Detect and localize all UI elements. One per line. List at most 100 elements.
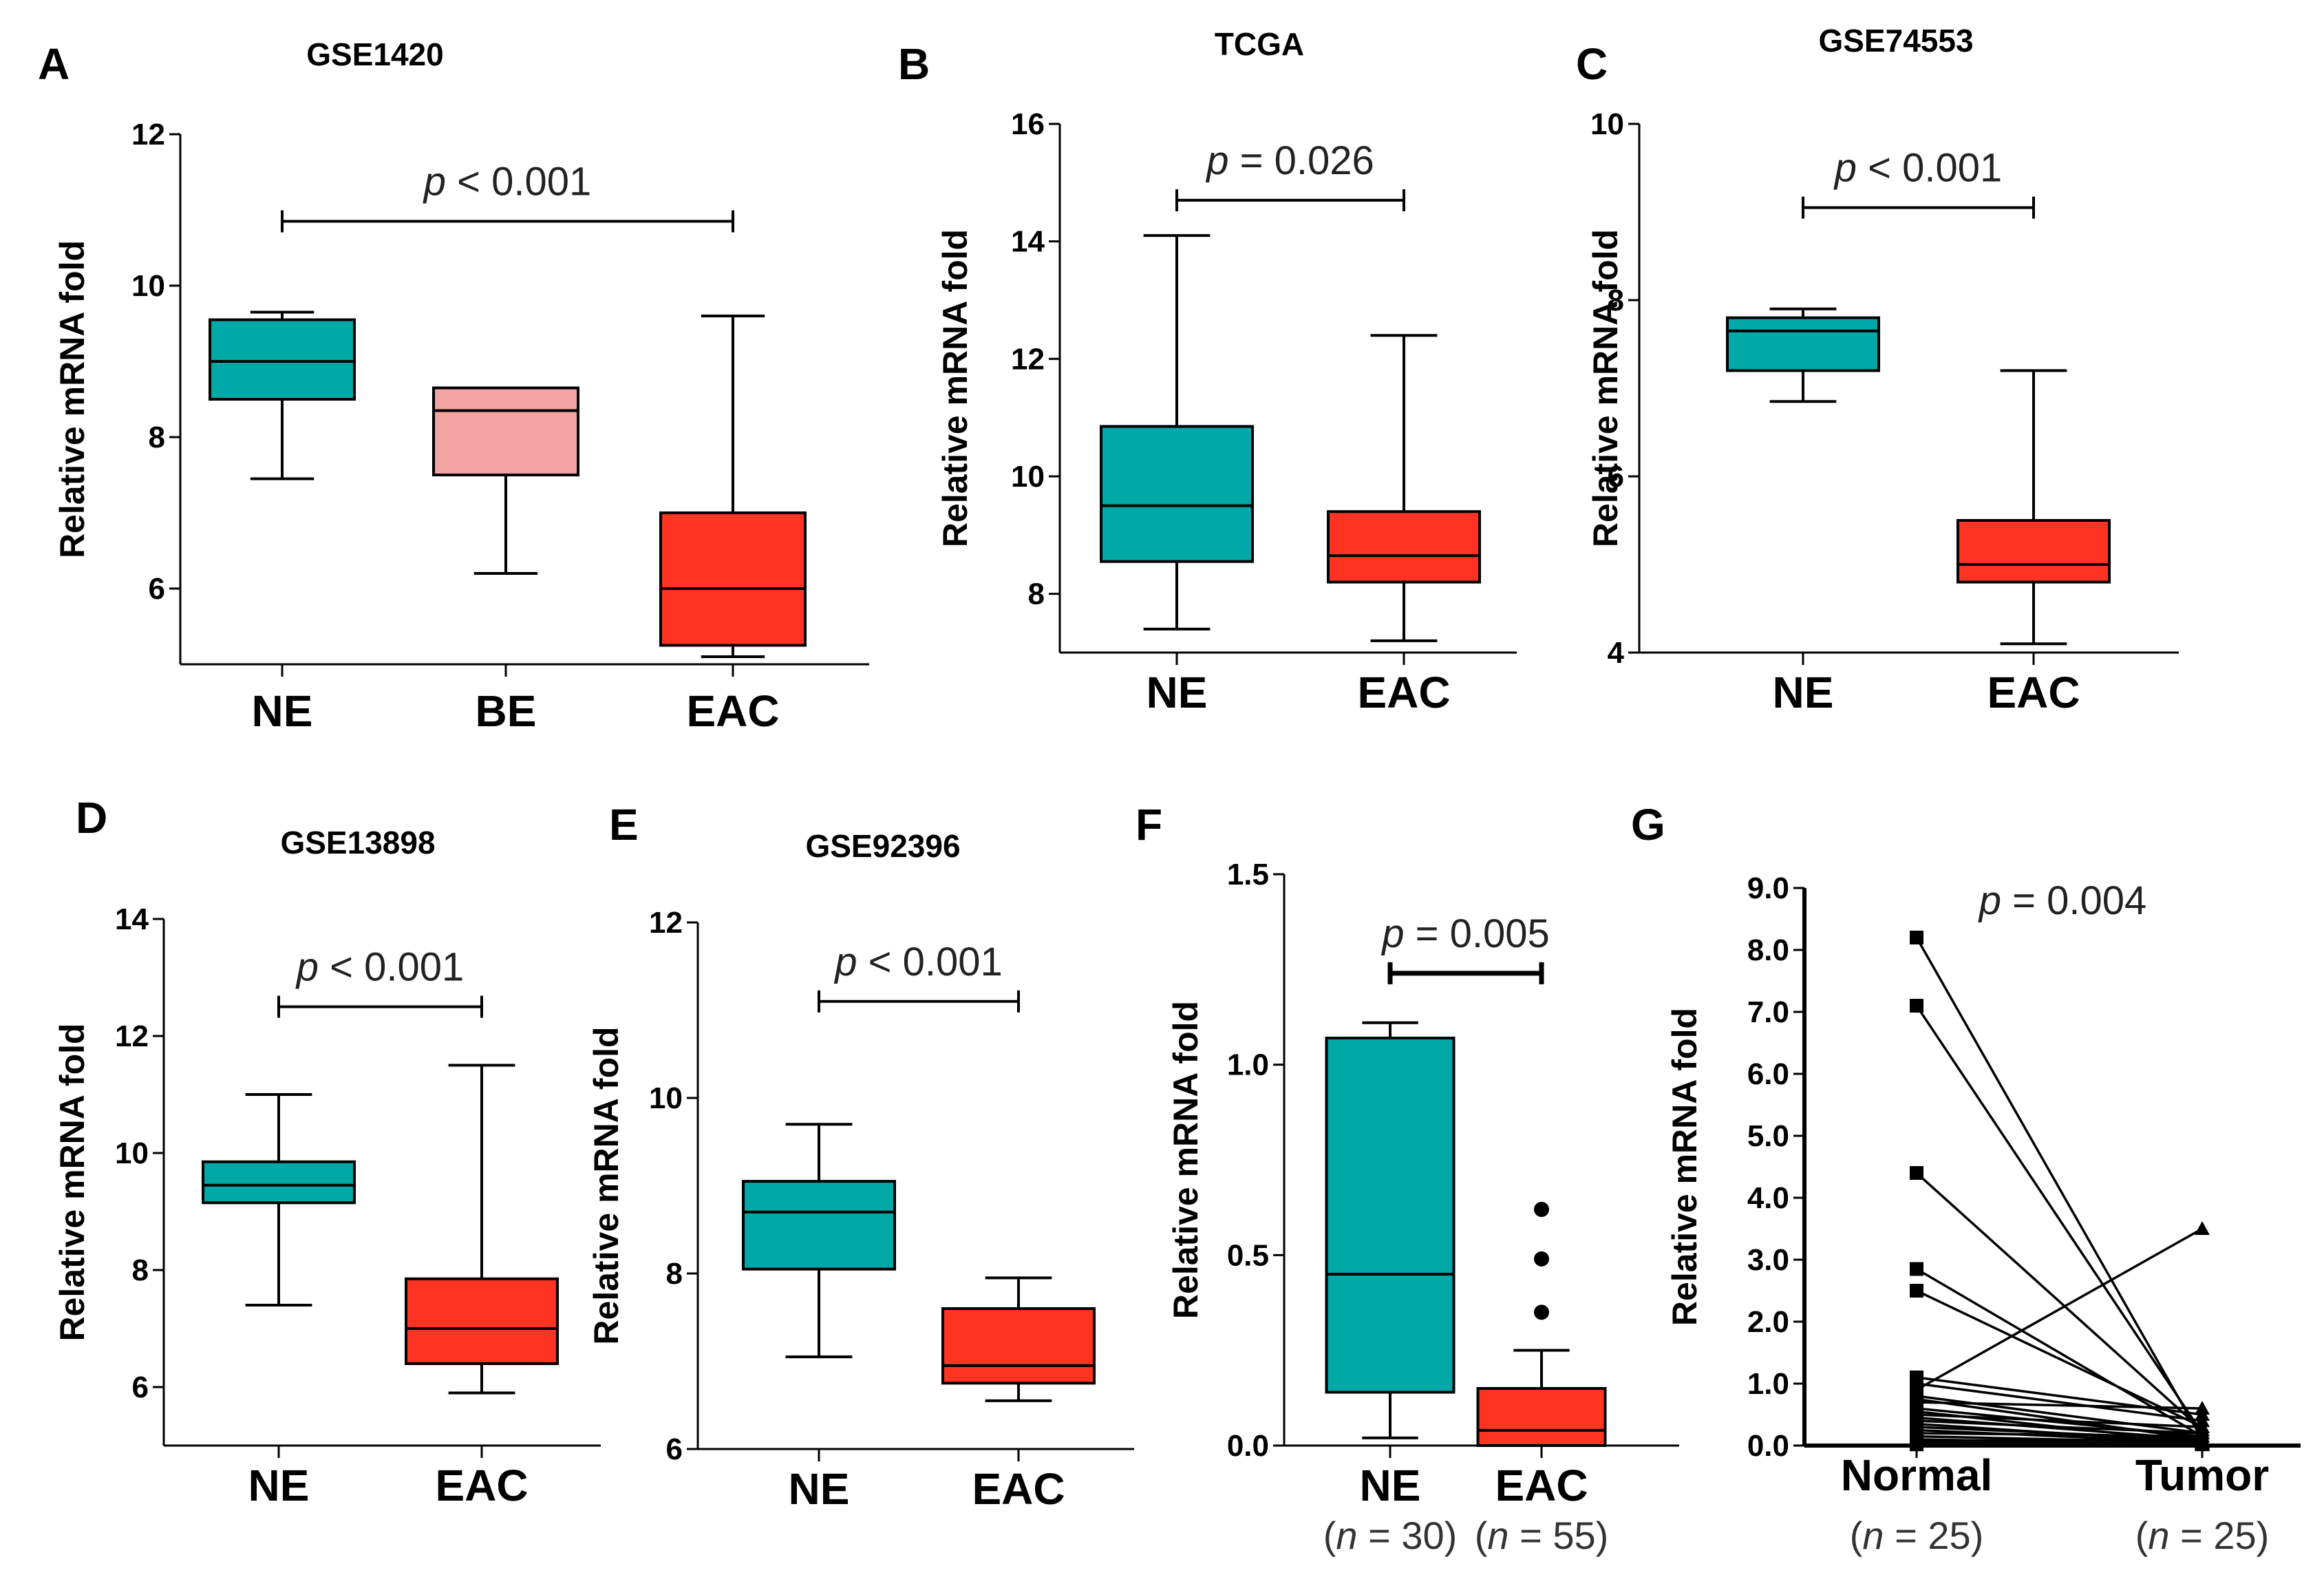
category-label: EAC	[1357, 668, 1450, 717]
y-tick-label: 3.0	[1747, 1243, 1789, 1277]
category-label: Normal	[1841, 1450, 1993, 1500]
pair-line	[1915, 1005, 2204, 1434]
y-tick-label: 6	[666, 1432, 683, 1466]
y-tick-label: 10	[1011, 460, 1045, 494]
category-label: EAC	[1495, 1461, 1588, 1510]
pair-line	[1916, 1426, 2203, 1441]
y-axis-label: Relative mRNA fold	[53, 240, 92, 558]
paired-sample	[1910, 1437, 2210, 1452]
category-label: NE	[1147, 668, 1208, 717]
sample-size-label: (n = 25)	[2135, 1514, 2270, 1557]
y-tick-label: 1.0	[1227, 1048, 1269, 1082]
box-be	[432, 386, 579, 575]
category-label: BE	[476, 686, 537, 736]
category-label: Tumor	[2135, 1450, 2269, 1500]
pair-line	[1916, 1443, 2203, 1446]
y-tick-label: 8	[666, 1257, 683, 1291]
panel-b: B TCGA 8 10 12 14 16 Relative mRNA fold NE EAC p =…	[898, 26, 1517, 717]
pair-line	[1916, 1438, 2203, 1442]
tumor-point	[2195, 1221, 2210, 1235]
tumor-point	[2195, 1401, 2210, 1415]
box-iqr	[1327, 510, 1481, 584]
box-iqr	[1325, 1036, 1456, 1394]
box-ne	[742, 1123, 896, 1359]
y-tick-label: 12	[115, 1019, 149, 1053]
y-tick-label: 1.0	[1747, 1367, 1789, 1401]
panel-label: G	[1631, 800, 1665, 849]
y-tick-label: 8	[1608, 284, 1624, 317]
panel-label: C	[1576, 39, 1608, 89]
y-tick-label: 9.0	[1747, 871, 1789, 905]
panel-title: TCGA	[1215, 26, 1304, 62]
y-tick-label: 8	[149, 421, 165, 454]
tumor-point	[2195, 1437, 2210, 1452]
y-tick-label: 2.0	[1747, 1305, 1789, 1339]
p-value-label: p = 0.005	[1380, 911, 1550, 956]
y-tick-label: 14	[1011, 225, 1045, 259]
panel-c: C GSE74553 4 6 8 10 Relative mRNA fold NE EAC p <…	[1576, 23, 2179, 717]
pair-line	[1915, 1172, 2204, 1431]
sample-size-label: (n = 25)	[1850, 1514, 1984, 1557]
box-eac	[405, 1064, 559, 1395]
pair-line	[1916, 1227, 2203, 1391]
box-iqr	[941, 1307, 1096, 1385]
y-tick-label: 12	[649, 906, 683, 940]
category-label: EAC	[435, 1461, 528, 1510]
category-label: NE	[252, 686, 313, 736]
y-tick-label: 4	[1608, 636, 1625, 670]
panel-label: B	[898, 39, 930, 89]
y-tick-label: 10	[649, 1081, 683, 1115]
box-iqr	[659, 511, 807, 647]
pair-line	[1916, 1419, 2203, 1435]
y-tick-label: 4.0	[1747, 1181, 1789, 1215]
pair-line	[1916, 1401, 2203, 1410]
box-iqr	[202, 1160, 356, 1205]
panel-title: GSE74553	[1818, 23, 1973, 59]
panel-g: G 0.0 1.0 2.0 3.0 4.0 5.0 6.0 7.0 8.0 9.0 Relative …	[1631, 800, 2301, 1557]
panel-label: E	[609, 800, 639, 849]
box-ne	[1100, 234, 1254, 631]
p-value-label: p < 0.001	[833, 940, 1003, 984]
panel-d: D GSE13898 6 8 10 12 14 Relative mRNA fold NE EAC…	[53, 793, 601, 1510]
y-axis-label: Relative mRNA fold	[1586, 229, 1625, 547]
normal-point	[1910, 1166, 1923, 1180]
pair-line	[1916, 1413, 2203, 1428]
pair-line	[1916, 1432, 2203, 1438]
y-tick-label: 12	[1011, 342, 1045, 376]
y-tick-label: 12	[131, 118, 165, 151]
y-tick-label: 5.0	[1747, 1119, 1789, 1153]
p-value-label: p < 0.001	[295, 945, 465, 990]
box-iqr	[1100, 425, 1254, 563]
panel-label: F	[1136, 800, 1162, 849]
y-axis-label: Relative mRNA fold	[53, 1023, 92, 1341]
y-tick-label: 6	[149, 572, 165, 606]
y-tick-label: 16	[1011, 107, 1045, 141]
box-iqr	[209, 318, 356, 401]
box-eac	[659, 315, 807, 658]
box-iqr	[742, 1180, 896, 1271]
normal-point	[1910, 1284, 1923, 1298]
category-label: EAC	[686, 686, 779, 736]
box-eac	[1327, 334, 1481, 642]
pair-line	[1916, 1289, 2203, 1428]
y-tick-label: 10	[115, 1136, 149, 1170]
panel-f: F 0.0 0.5 1.0 1.5 Relative mRNA fold NE(n = 30…	[1136, 800, 1679, 1557]
y-tick-label: 10	[1590, 107, 1624, 141]
box-eac	[941, 1276, 1096, 1402]
y-tick-label: 8	[132, 1254, 149, 1287]
box-iqr	[432, 386, 579, 476]
y-tick-label: 0.0	[1747, 1429, 1789, 1463]
category-label: NE	[248, 1461, 310, 1510]
category-label: EAC	[972, 1464, 1065, 1514]
pair-line	[1915, 937, 2204, 1440]
y-axis-label: Relative mRNA fold	[587, 1026, 626, 1344]
y-axis-label: Relative mRNA fold	[936, 229, 974, 547]
box-eac	[1957, 369, 2111, 646]
sample-size-label: (n = 30)	[1323, 1514, 1458, 1557]
y-tick-label: 0.5	[1227, 1238, 1269, 1272]
box-iqr	[405, 1277, 559, 1365]
normal-point	[1910, 1437, 1923, 1452]
box-iqr	[1726, 316, 1880, 372]
pair-line	[1916, 1376, 2203, 1416]
